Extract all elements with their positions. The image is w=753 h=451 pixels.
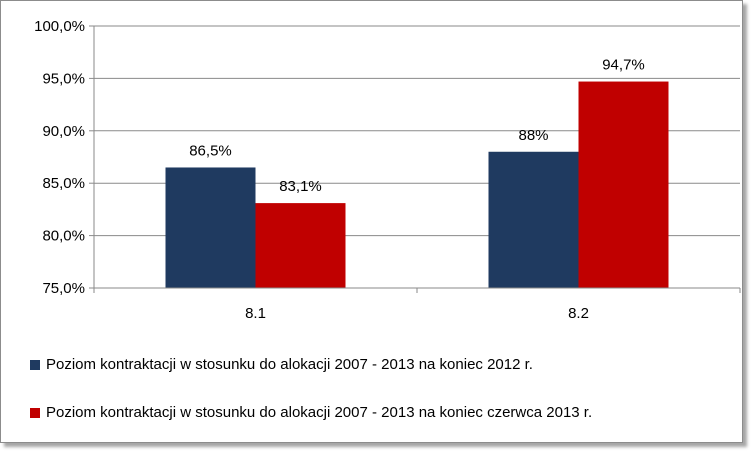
bar-8.1-series-2	[255, 203, 346, 288]
bar-8.2-series-1	[488, 151, 579, 288]
x-tick-label: 8.2	[568, 305, 589, 322]
bar-8.1-series-1	[165, 167, 256, 288]
y-tick-label: 90,0%	[42, 123, 85, 140]
legend-swatch-series-1	[30, 359, 40, 370]
data-label: 94,7%	[602, 57, 645, 74]
legend-item-series-2: Poziom kontraktacji w stosunku do alokac…	[30, 404, 592, 421]
data-label: 86,5%	[189, 142, 232, 159]
y-tick-label: 95,0%	[42, 70, 85, 87]
bars	[165, 81, 669, 288]
x-tick-label: 8.1	[245, 305, 266, 322]
legend-label-series-1: Poziom kontraktacji w stosunku do alokac…	[46, 356, 533, 373]
y-tick-label: 100,0%	[34, 18, 85, 35]
x-axis-ticks: 8.1 8.2	[245, 305, 589, 322]
data-label: 83,1%	[279, 178, 322, 195]
legend-item-series-1: Poziom kontraktacji w stosunku do alokac…	[30, 356, 533, 373]
axes	[93, 26, 741, 293]
data-labels: 86,5% 83,1% 88% 94,7%	[189, 57, 645, 196]
y-tick-label: 85,0%	[42, 175, 85, 192]
y-tick-label: 75,0%	[42, 280, 85, 297]
data-label: 88%	[518, 127, 548, 144]
legend-swatch-series-2	[30, 407, 40, 418]
y-axis-ticks: 75,0% 80,0% 85,0% 90,0% 95,0% 100,0%	[34, 18, 94, 297]
legend-label-series-2: Poziom kontraktacji w stosunku do alokac…	[46, 404, 593, 421]
bar-8.2-series-2	[578, 81, 669, 288]
y-tick-label: 80,0%	[42, 228, 85, 245]
